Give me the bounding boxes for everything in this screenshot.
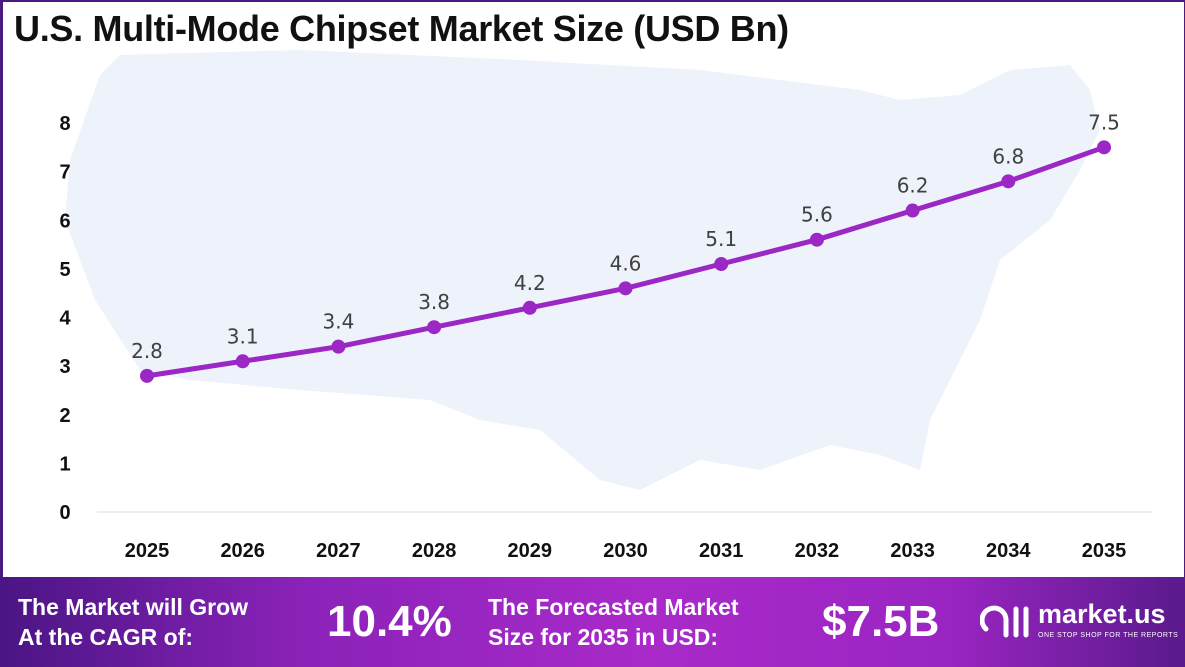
market-us-logo-icon	[979, 605, 1029, 638]
data-label: 4.2	[514, 271, 546, 295]
y-tick-label: 4	[59, 308, 71, 330]
data-label: 6.2	[897, 174, 929, 198]
cagr-value: 10.4%	[327, 597, 452, 646]
y-tick-label: 8	[59, 113, 70, 135]
data-label: 4.6	[610, 251, 642, 275]
data-point	[331, 339, 346, 354]
data-label: 3.8	[418, 290, 450, 314]
x-tick-label: 2027	[316, 540, 361, 562]
data-label: 5.1	[705, 227, 737, 251]
data-point	[1001, 174, 1016, 189]
y-tick-label: 7	[59, 162, 70, 184]
us-map-background	[65, 50, 1100, 490]
summary-banner: The Market will Grow At the CAGR of: 10.…	[0, 577, 1185, 667]
x-tick-label: 2033	[890, 540, 935, 562]
data-point	[809, 232, 824, 247]
y-tick-label: 5	[59, 259, 70, 281]
cagr-label: The Market will Grow At the CAGR of:	[18, 592, 248, 652]
y-tick-label: 6	[59, 210, 70, 232]
data-point	[522, 300, 537, 315]
data-point	[235, 354, 250, 369]
market-us-logo: market.us ONE STOP SHOP FOR THE REPORTS	[979, 599, 1178, 648]
data-point	[140, 368, 154, 383]
x-tick-label: 2031	[699, 540, 744, 562]
data-point	[618, 281, 633, 296]
logo-tagline: ONE STOP SHOP FOR THE REPORTS	[1038, 632, 1179, 639]
forecast-label-line2: Size for 2035 in USD:	[488, 624, 719, 650]
data-point	[905, 203, 920, 218]
forecast-value: $7.5B	[822, 597, 940, 646]
x-tick-label: 2035	[1082, 540, 1127, 562]
x-tick-label: 2028	[412, 540, 457, 562]
x-tick-label: 2034	[986, 540, 1031, 562]
x-tick-label: 2029	[508, 540, 553, 562]
chart-title: U.S. Multi-Mode Chipset Market Size (USD…	[14, 8, 789, 49]
data-label: 5.6	[801, 203, 833, 227]
data-label: 6.8	[992, 144, 1024, 168]
x-tick-label: 2026	[220, 540, 265, 562]
x-tick-label: 2032	[795, 540, 840, 562]
cagr-label-line1: The Market will Grow	[18, 594, 249, 620]
data-label: 3.4	[322, 310, 354, 334]
data-point	[714, 257, 729, 272]
line-chart: 0 1 2 3 4 5 6 7 8 2025 2026 2027 2028 2029 2030 2031 20…	[59, 50, 1152, 562]
data-point	[1097, 140, 1111, 155]
data-label: 3.1	[227, 324, 259, 348]
logo-name: market.us	[1038, 599, 1166, 629]
data-label: 2.8	[131, 339, 163, 363]
y-tick-label: 3	[59, 356, 70, 378]
cagr-label-line2: At the CAGR of:	[18, 624, 194, 650]
forecast-label: The Forecasted Market Size for 2035 in U…	[488, 592, 739, 652]
y-tick-label: 1	[59, 453, 70, 475]
x-tick-label: 2030	[603, 540, 648, 562]
data-label: 7.5	[1088, 110, 1120, 134]
y-tick-label: 2	[59, 405, 70, 427]
x-tick-label: 2025	[125, 540, 170, 562]
forecast-label-line1: The Forecasted Market	[488, 594, 739, 620]
data-point	[427, 320, 442, 335]
y-tick-label: 0	[59, 502, 70, 524]
